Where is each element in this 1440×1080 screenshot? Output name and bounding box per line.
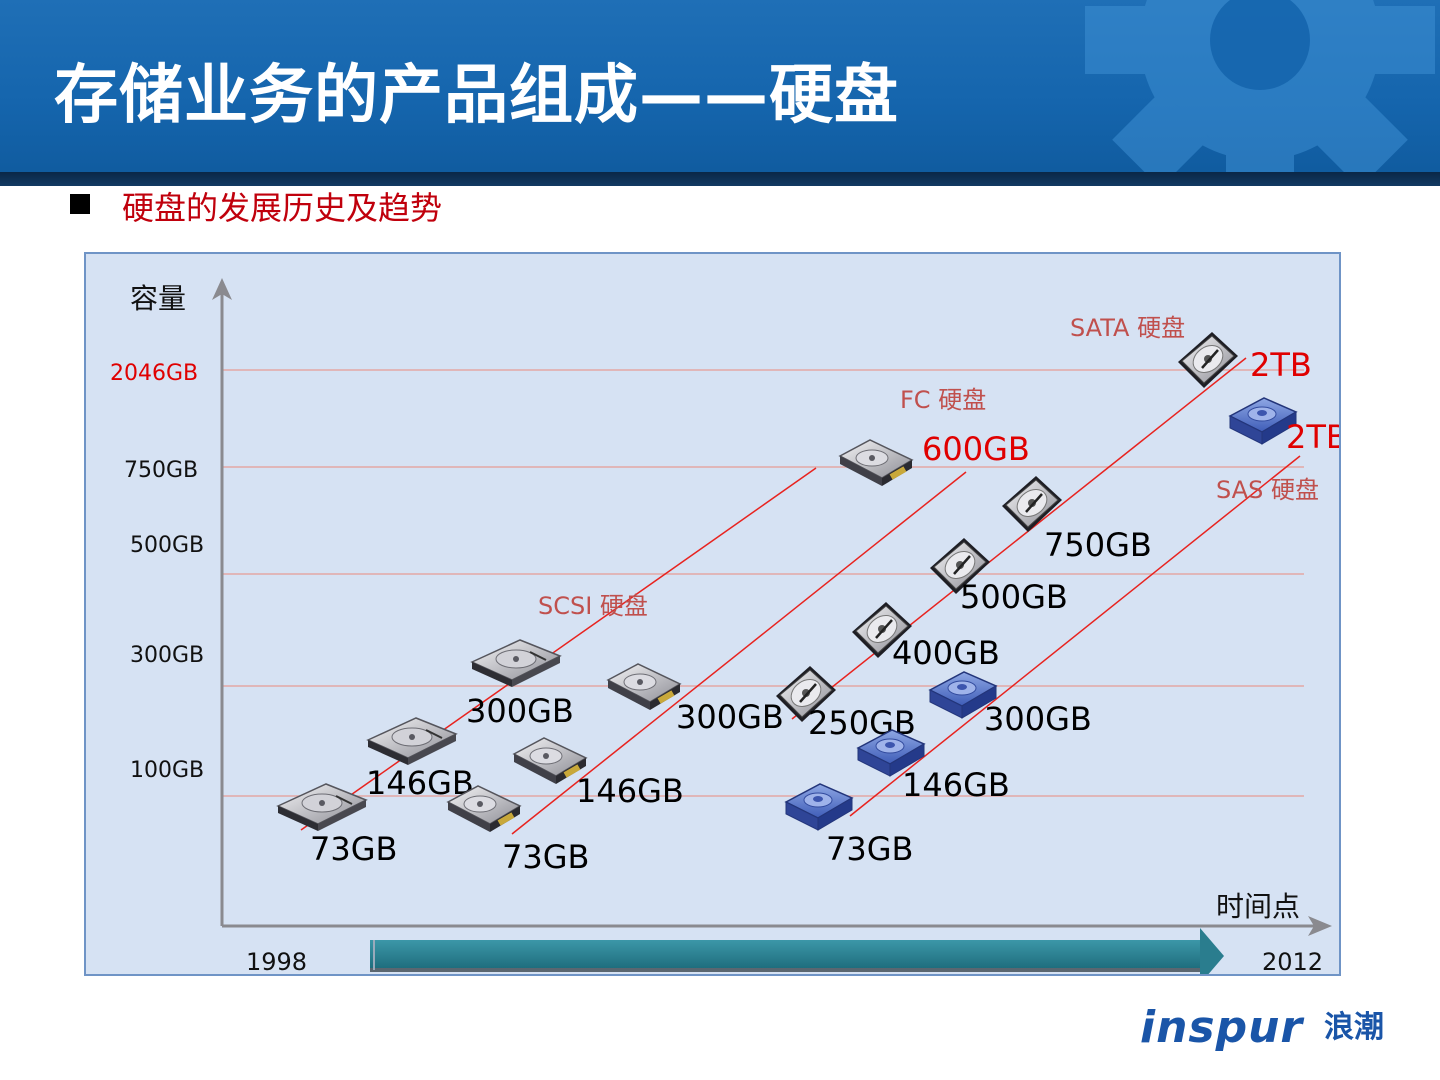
brand-name-cn: 浪潮 xyxy=(1324,1010,1384,1045)
sas-point-label: 146GB xyxy=(902,766,1010,804)
scsi-drive-icon xyxy=(367,717,457,766)
fc-point-label: 600GB xyxy=(922,430,1030,468)
fc-point-label: 146GB xyxy=(576,772,684,810)
sata-point-label: 400GB xyxy=(892,634,1000,672)
fc-point-label: 300GB xyxy=(676,698,784,736)
sas-drive-icon xyxy=(785,783,853,831)
slide-header: 存储业务的产品组成——硬盘 xyxy=(0,0,1440,186)
sata-point-label: 2TB xyxy=(1250,346,1312,384)
scsi-point-label: 300GB xyxy=(466,692,574,730)
sas-point-label: 73GB xyxy=(826,830,913,868)
x-axis xyxy=(222,916,1332,936)
y-tick-500gb: 500GB xyxy=(130,533,204,558)
scsi-point-label: 146GB xyxy=(366,764,474,802)
gear-icon xyxy=(1085,0,1435,172)
brand-name-en: inspur xyxy=(1140,1002,1304,1053)
x-axis-label: 时间点 xyxy=(1216,890,1300,923)
slide-title: 存储业务的产品组成——硬盘 xyxy=(54,59,899,133)
fc-point-label: 73GB xyxy=(502,838,589,876)
sata-point-label: 500GB xyxy=(960,578,1068,616)
header-divider xyxy=(0,172,1440,186)
bullet-icon xyxy=(70,194,90,214)
chart-panel: 容量 时间点 2046GB 750GB 500GB 300GB 100GB 19… xyxy=(84,252,1341,976)
x-range-end: 2012 xyxy=(1262,948,1323,974)
y-tick-300gb: 300GB xyxy=(130,643,204,668)
slide-subtitle: 硬盘的发展历史及趋势 xyxy=(122,189,443,227)
series-label-scsi: SCSI 硬盘 xyxy=(538,592,648,620)
sata-point-label: 750GB xyxy=(1044,526,1152,564)
trend-lines xyxy=(300,357,1301,835)
series-label-sas: SAS 硬盘 xyxy=(1216,476,1319,504)
sata-drive-icon xyxy=(1000,474,1064,534)
inspur-logo: inspur 浪潮 xyxy=(1140,1000,1400,1060)
y-axis-label: 容量 xyxy=(130,282,186,315)
fc-drive-icon xyxy=(839,439,913,487)
x-range-start: 1998 xyxy=(246,948,307,974)
sas-point-label: 300GB xyxy=(984,700,1092,738)
series-label-fc: FC 硬盘 xyxy=(900,386,986,414)
y-tick-750gb: 750GB xyxy=(124,458,198,483)
scsi-point-label: 73GB xyxy=(310,830,397,868)
scsi-drive-icon xyxy=(277,783,367,832)
y-tick-100gb: 100GB xyxy=(130,758,204,783)
capacity-timeline-chart: 容量 时间点 2046GB 750GB 500GB 300GB 100GB 19… xyxy=(110,278,1339,974)
fc-drive-icon xyxy=(607,663,681,711)
y-tick-2046gb: 2046GB xyxy=(110,361,198,386)
sata-drive-icon xyxy=(1176,330,1240,390)
y-axis xyxy=(212,278,232,926)
series-label-sata: SATA 硬盘 xyxy=(1070,314,1185,342)
sas-point-label: 2TB xyxy=(1286,418,1339,456)
scsi-drive-icon xyxy=(471,639,561,688)
time-arrow xyxy=(370,928,1224,974)
grid-lines xyxy=(222,369,1304,797)
